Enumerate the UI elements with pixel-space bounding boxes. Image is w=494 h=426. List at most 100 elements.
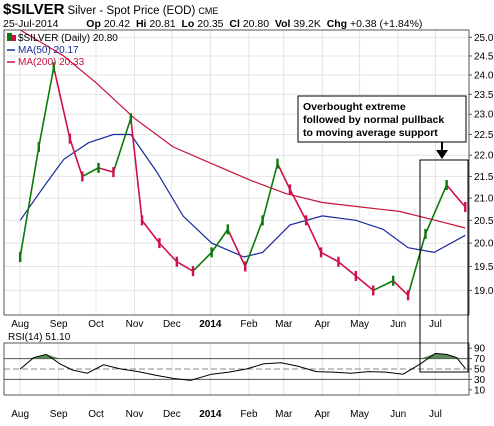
- x-tick-label: Apr: [315, 319, 331, 330]
- price-point: [37, 141, 41, 152]
- x-tick-label: Dec: [163, 319, 181, 330]
- price-segment: [446, 184, 466, 208]
- annotation-box: [297, 95, 467, 143]
- price-point: [158, 238, 161, 249]
- price-segment: [424, 184, 448, 235]
- price-segment: [276, 163, 291, 190]
- price-segment: [141, 219, 161, 244]
- y-tick-label: 21.5: [474, 172, 494, 183]
- price-segment: [81, 167, 99, 178]
- price-segment: [69, 138, 84, 177]
- price-point: [304, 215, 308, 226]
- annotation-line: to moving average support: [303, 127, 438, 139]
- annotation-line: Overbought extreme: [303, 101, 406, 113]
- highlight-box: [419, 159, 469, 373]
- legend-price-swatch: [7, 33, 12, 41]
- x-tick-label: Jun: [390, 319, 406, 330]
- x-tick-label: Sep: [50, 319, 68, 330]
- x-tick-label: Oct: [88, 409, 104, 420]
- rsi-label: RSI(14) 51.10: [8, 332, 71, 343]
- price-segment: [320, 251, 339, 263]
- price-point: [406, 290, 410, 301]
- rsi-frame: [3, 342, 470, 396]
- y-tick-label: 23.5: [474, 90, 494, 101]
- chart-symbol: $SILVER: [3, 1, 65, 18]
- price-segment: [392, 280, 409, 296]
- y-tick-label: 24.5: [474, 51, 494, 62]
- price-point: [210, 247, 213, 258]
- y-tick-label: 23.0: [474, 110, 494, 121]
- x-tick-label: May: [350, 319, 369, 330]
- price-point: [129, 113, 133, 124]
- y-tick-label: 20.5: [474, 216, 494, 227]
- price-segment: [98, 167, 114, 173]
- price-point: [464, 201, 467, 212]
- price-point: [175, 256, 179, 267]
- price-point: [372, 285, 375, 296]
- price-segment: [52, 67, 71, 139]
- price-point: [337, 256, 340, 267]
- price-point: [140, 215, 144, 226]
- price-point: [276, 158, 279, 169]
- price-segment: [158, 242, 178, 263]
- price-point: [424, 228, 427, 239]
- y-tick-label: 22.5: [474, 130, 494, 141]
- quote-high: 20.81: [149, 18, 176, 30]
- ma200-line: [19, 29, 466, 229]
- x-tick-label: 2014: [199, 409, 222, 420]
- axes: 19.0 19.5 20.0 20.5 21.0 21.5 22.0 22.5 23.0 23.5…: [3, 29, 494, 420]
- ma50-line: [19, 133, 466, 258]
- price-segment: [372, 280, 394, 292]
- price-segment: [337, 261, 357, 277]
- legend-ma200: MA(200) 20.33: [18, 57, 85, 68]
- price-point: [112, 167, 115, 178]
- x-tick-label: Jun: [390, 409, 406, 420]
- legend-price-swatch: [12, 35, 16, 41]
- price-segment: [192, 251, 213, 272]
- price-frame: [3, 29, 470, 316]
- price-point: [191, 266, 195, 277]
- price-segment: [289, 189, 307, 221]
- price-segment: [112, 118, 132, 173]
- quote-date: 25-Jul-2014: [3, 18, 59, 30]
- y-tick-label: 24.0: [474, 70, 494, 81]
- x-tick-label: May: [350, 409, 369, 420]
- price-point: [68, 133, 72, 144]
- price-point: [445, 180, 448, 191]
- x-tick-label: Sep: [50, 409, 68, 420]
- price-point: [354, 270, 358, 281]
- x-tick-label: Aug: [11, 409, 29, 420]
- x-tick-label: Oct: [88, 319, 104, 330]
- price-segment: [244, 220, 264, 267]
- x-tick-label: Mar: [275, 319, 293, 330]
- rsi-line: [19, 352, 466, 381]
- rsi-y-tick-label: 70: [474, 354, 486, 365]
- price-point: [52, 62, 55, 73]
- price-segment: [176, 261, 194, 272]
- price-segment: [305, 220, 322, 253]
- y-tick-label: 21.0: [474, 194, 494, 205]
- quote-close: 20.80: [242, 18, 270, 30]
- x-tick-label: Jul: [429, 319, 442, 330]
- x-tick-label: Mar: [275, 409, 293, 420]
- price-point: [288, 184, 292, 195]
- x-tick-label: Aug: [11, 319, 29, 330]
- x-tick-label: Jul: [429, 409, 442, 420]
- y-tick-label: 20.0: [474, 239, 494, 250]
- price-segment: [38, 67, 55, 148]
- y-tick-label: 19.0: [474, 286, 494, 297]
- quote-open: 20.42: [103, 18, 131, 30]
- quote-low: 20.35: [197, 18, 224, 30]
- x-tick-label: 2014: [199, 319, 222, 330]
- y-tick-label: 19.5: [474, 262, 494, 273]
- price-segment: [19, 146, 40, 258]
- price-segment: [210, 228, 229, 253]
- price-series: [18, 29, 467, 301]
- quote-bar: 25-Jul-2014 Op 20.42 Hi 20.81 Lo 20.35 C…: [3, 18, 423, 30]
- rsi-y-tick-label: 50: [474, 365, 486, 376]
- y-tick-label: 22.0: [474, 151, 494, 162]
- rsi-y-tick-label: 90: [474, 344, 486, 355]
